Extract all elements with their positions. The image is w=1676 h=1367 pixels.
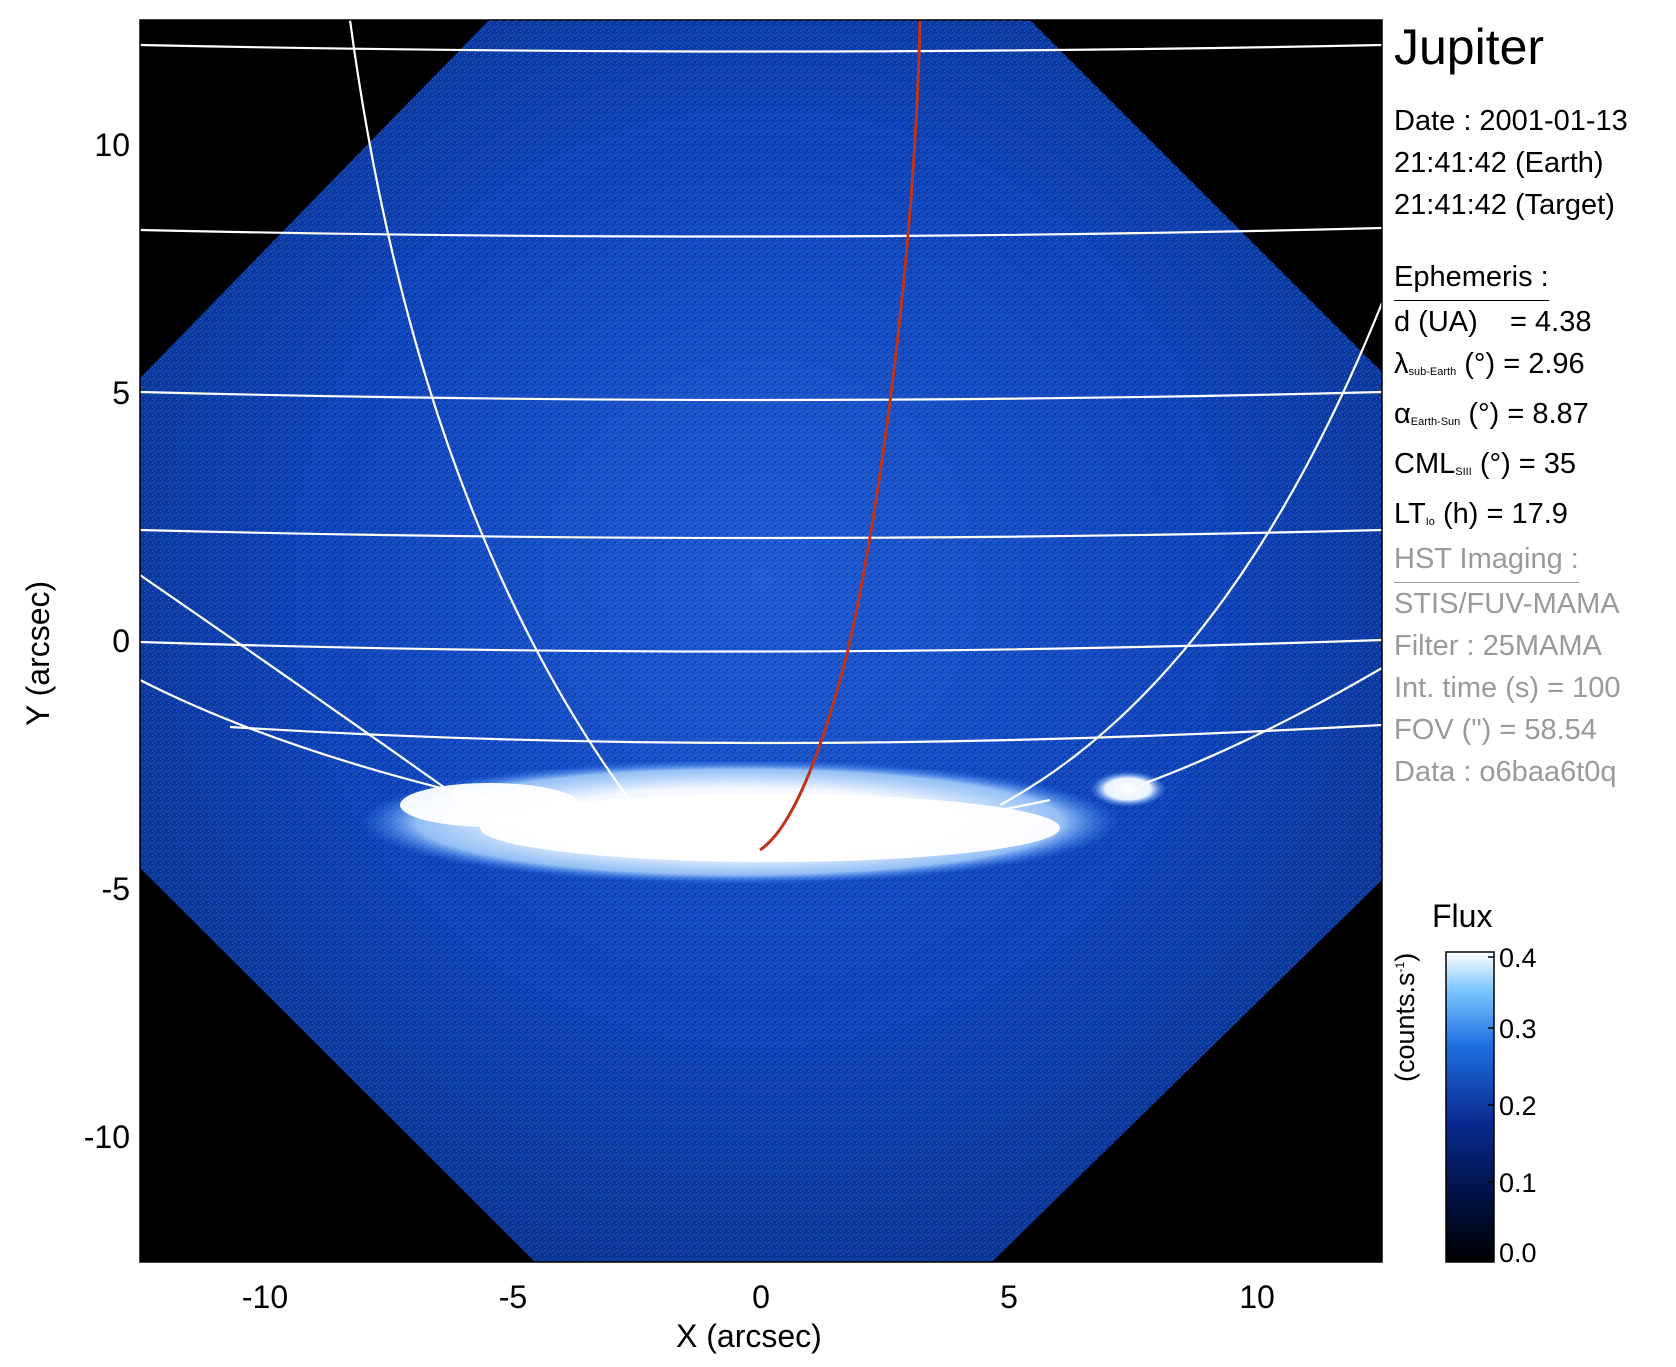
ephemeris-phase-angle: αEarth-Sun (°) = 8.87 [1394, 398, 1589, 430]
imaging-filter: Filter : 25MAMA [1394, 630, 1602, 662]
y-axis-title: Y (arcsec) [20, 580, 56, 726]
colorbar-tick-label: 0.0 [1499, 1238, 1537, 1268]
imaging-fov: FOV (") = 58.54 [1394, 714, 1597, 746]
latitude-line [140, 679, 761, 852]
imaging-heading: HST Imaging : [1394, 538, 1579, 583]
x-tick-label: 0 [752, 1279, 770, 1315]
imaging-instrument: STIS/FUV-MAMA [1394, 588, 1620, 620]
auroral-oval-left [400, 783, 580, 827]
latitude-line [229, 723, 1382, 745]
ephemeris-io-local-time: LTIo (h) = 17.9 [1394, 498, 1568, 530]
observation-info: Date : 2001-01-13 21:41:42 (Earth) 21:41… [1394, 100, 1628, 226]
longitude-line [1139, 667, 1382, 787]
latitude-line [494, 798, 1051, 839]
longitude-grid [140, 20, 1382, 841]
detector-noise [140, 20, 1382, 1262]
latitude-line [140, 43, 1382, 53]
x-tick-label: -5 [499, 1279, 527, 1315]
observation-time-target: 21:41:42 (Target) [1394, 189, 1615, 221]
x-axis: -10 -5 0 5 10 [242, 1279, 1275, 1315]
plot-frame [139, 19, 1383, 1263]
imaging-block: HST Imaging : STIS/FUV-MAMA Filter : 25M… [1394, 538, 1620, 793]
y-tick-label: 5 [112, 375, 130, 411]
observation-time-earth: 21:41:42 (Earth) [1394, 147, 1604, 179]
observation-date: Date : 2001-01-13 [1394, 105, 1628, 137]
colorbar-tick-label: 0.1 [1499, 1168, 1537, 1198]
colorbar-gradient [1445, 951, 1495, 1263]
ephemeris-heading: Ephemeris : [1394, 256, 1549, 301]
io-footprint-meridian [759, 20, 922, 852]
ephemeris-cml: CMLSIII (°) = 35 [1394, 448, 1577, 480]
y-tick-label: -10 [84, 1119, 130, 1155]
latitude-line [140, 390, 1382, 402]
colorbar-tick-label: 0.4 [1499, 943, 1537, 973]
latitude-line [140, 638, 1382, 653]
y-axis: 10 5 0 -5 -10 [84, 127, 130, 1155]
imaging-int-time: Int. time (s) = 100 [1394, 672, 1621, 704]
latitude-line [140, 226, 1382, 238]
y-tick-label: 10 [94, 127, 130, 163]
y-tick-label: -5 [102, 871, 130, 907]
x-axis-title: X (arcsec) [676, 1318, 822, 1354]
ephemeris-block: Ephemeris : d (UA) = 4.38 λsub-Earth (°)… [1394, 256, 1591, 543]
colorbar-tick-label: 0.3 [1499, 1014, 1537, 1044]
target-title: Jupiter [1394, 19, 1545, 75]
longitude-line [140, 574, 491, 821]
longitude-line [348, 20, 661, 841]
plot-area [140, 20, 1382, 1262]
longitude-line [999, 302, 1382, 806]
auroral-oval-core [480, 794, 1060, 862]
colorbar: 0.4 0.3 0.2 0.1 0.0 [1445, 943, 1537, 1268]
colorbar-unit-label: (counts.s-1) [1390, 952, 1420, 1082]
ephemeris-distance: d (UA) = 4.38 [1394, 306, 1592, 338]
io-footprint-spot [1090, 771, 1166, 807]
latitude-line [140, 528, 1382, 540]
x-tick-label: -10 [242, 1279, 288, 1315]
imaging-dataset: Data : o6baa6t0q [1394, 756, 1617, 788]
latitude-grid [140, 43, 1382, 852]
y-tick-label: 0 [112, 623, 130, 659]
x-tick-label: 5 [1000, 1279, 1018, 1315]
ephemeris-sub-earth-lat: λsub-Earth (°) = 2.96 [1394, 348, 1585, 380]
colorbar-title: Flux [1432, 898, 1493, 934]
colorbar-tick-label: 0.2 [1499, 1091, 1537, 1121]
x-tick-label: 10 [1239, 1279, 1275, 1315]
